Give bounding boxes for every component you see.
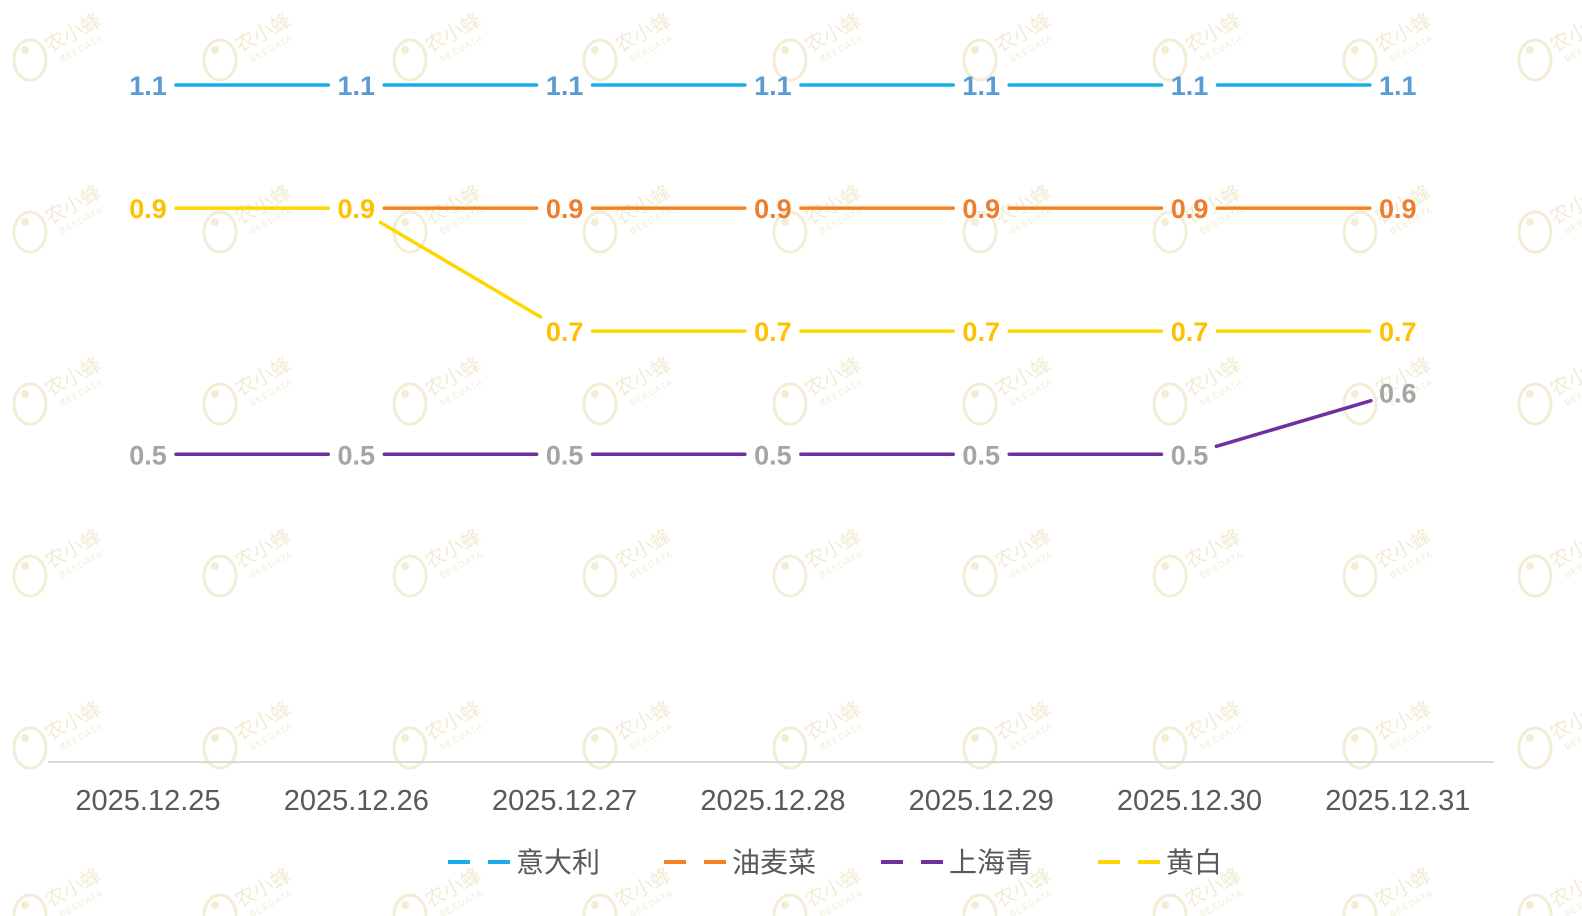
- data-label: 0.5: [338, 440, 376, 470]
- data-label: 0.9: [546, 194, 584, 224]
- data-label: 0.7: [1171, 317, 1209, 347]
- data-label: 0.9: [1171, 194, 1209, 224]
- data-label: 0.9: [754, 194, 792, 224]
- data-label: 0.7: [962, 317, 1000, 347]
- data-label: 0.9: [1379, 194, 1417, 224]
- data-label: 0.5: [962, 440, 1000, 470]
- data-label: 1.1: [338, 71, 376, 101]
- x-tick-label: 2025.12.30: [1117, 785, 1262, 817]
- data-label: 0.5: [754, 440, 792, 470]
- data-label-layer: 0.9 0.9 0.7 0.7 0.7 0.7 0.7 1.1 1.1 1.1 1.1 1.1 1.1 1…: [129, 71, 1416, 470]
- legend-item: 上海青: [881, 846, 1033, 879]
- data-label: 0.5: [129, 440, 167, 470]
- data-label: 1.1: [1379, 71, 1417, 101]
- legend-label: 意大利: [516, 846, 600, 879]
- x-tick-label: 2025.12.31: [1325, 785, 1470, 817]
- x-tick-label: 2025.12.28: [700, 785, 845, 817]
- legend: 意大利 油麦菜 上海青 黄白: [448, 846, 1222, 879]
- data-label: 0.9: [129, 194, 167, 224]
- legend-item: 意大利: [448, 846, 600, 879]
- legend-label: 黄白: [1166, 846, 1222, 879]
- data-label: 1.1: [754, 71, 792, 101]
- data-label: 1.1: [129, 71, 167, 101]
- x-tick-label: 2025.12.29: [909, 785, 1054, 817]
- data-label: 0.5: [546, 440, 584, 470]
- data-label: 1.1: [962, 71, 1000, 101]
- data-label: 0.5: [1171, 440, 1209, 470]
- data-label: 0.9: [962, 194, 1000, 224]
- data-label: 0.7: [546, 317, 584, 347]
- data-label: 1.1: [546, 71, 584, 101]
- legend-item: 油麦菜: [664, 846, 816, 879]
- data-label: 0.7: [754, 317, 792, 347]
- x-tick-layer: 2025.12.25 2025.12.26 2025.12.27 2025.12.28…: [75, 785, 1470, 817]
- data-label: 1.1: [1171, 71, 1209, 101]
- series-line-4: [174, 206, 1372, 333]
- series-segment: [1214, 398, 1373, 449]
- x-tick-label: 2025.12.26: [284, 785, 429, 817]
- data-label: 0.7: [1379, 317, 1417, 347]
- data-label: 0.6: [1379, 379, 1417, 409]
- data-label: 0.9: [338, 194, 376, 224]
- legend-label: 上海青: [949, 846, 1033, 879]
- x-tick-label: 2025.12.27: [492, 785, 637, 817]
- series-layer: [174, 83, 1373, 457]
- series-segment: [378, 220, 543, 319]
- legend-item: 黄白: [1098, 846, 1222, 879]
- x-tick-label: 2025.12.25: [75, 785, 220, 817]
- legend-label: 油麦菜: [732, 846, 816, 879]
- series-line-3: [174, 398, 1373, 457]
